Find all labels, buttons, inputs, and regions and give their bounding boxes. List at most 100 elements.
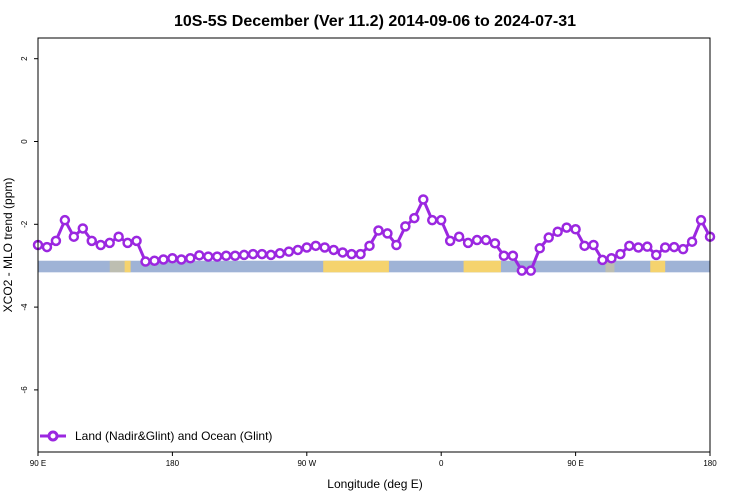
data-point [409, 212, 420, 224]
data-point [642, 241, 653, 252]
data-point [597, 254, 608, 266]
data-point [220, 250, 232, 262]
data-point [104, 237, 115, 249]
legend-entry-label: Land (Nadir&Glint) and Ocean (Glint) [75, 429, 272, 443]
data-point [677, 243, 689, 255]
x-axis-label: Longitude (deg E) [327, 477, 422, 491]
data-point [50, 235, 62, 247]
plot-area [32, 194, 716, 276]
data-point [480, 234, 492, 246]
data-point [382, 228, 393, 239]
data-point [364, 240, 375, 252]
legend-marker-icon [47, 430, 59, 442]
data-point [444, 235, 456, 247]
y-tick-label: -2 [20, 220, 29, 228]
legend: Land (Nadir&Glint) and Ocean (Glint) [40, 429, 272, 443]
data-point [633, 242, 644, 253]
data-point [624, 240, 635, 252]
data-point [185, 252, 196, 264]
data-point [59, 214, 71, 226]
data-point [319, 242, 330, 253]
land-segment [463, 260, 501, 273]
data-point [471, 234, 483, 246]
data-point [274, 248, 286, 259]
data-point [435, 214, 447, 226]
y-tick-label: 0 [20, 139, 29, 144]
data-point [579, 240, 590, 252]
data-point [238, 249, 250, 261]
data-point [489, 238, 501, 249]
data-point [68, 231, 80, 242]
land-segment [109, 260, 125, 273]
x-tick-label: 0 [439, 459, 444, 468]
data-point [588, 239, 599, 251]
data-point [606, 252, 617, 264]
data-point [301, 242, 313, 253]
data-point [229, 250, 241, 262]
y-tick-label: 2 [20, 56, 29, 61]
data-point [650, 249, 662, 261]
data-point [453, 231, 465, 242]
y-axis: 2 0 -2 -4 -6 [20, 56, 38, 394]
data-point [418, 194, 429, 205]
data-point [426, 214, 438, 226]
data-point [122, 237, 133, 249]
data-point [202, 251, 214, 262]
land-segment [323, 260, 389, 273]
land-segment [650, 260, 666, 273]
x-tick-label: 180 [703, 459, 717, 468]
data-point [283, 246, 295, 257]
land-band [109, 260, 666, 273]
plot-frame [37, 37, 711, 453]
data-point [113, 231, 124, 242]
x-tick-label: 90 E [30, 459, 46, 468]
y-tick-label: -4 [20, 303, 29, 311]
data-point [247, 248, 259, 260]
data-point [507, 250, 519, 262]
data-point [310, 240, 322, 252]
data-point [328, 244, 339, 256]
data-point [194, 250, 205, 261]
data-point [95, 239, 106, 251]
x-tick-label: 90 E [567, 459, 583, 468]
data-point [292, 244, 304, 256]
x-tick-label: 180 [166, 459, 180, 468]
data-point [256, 248, 268, 260]
data-point [86, 235, 98, 247]
series-points [32, 194, 716, 276]
land-segment [124, 260, 131, 273]
data-point [462, 237, 474, 249]
data-point [552, 226, 563, 238]
data-point [391, 239, 402, 251]
data-point [373, 225, 384, 236]
data-point [337, 247, 348, 258]
data-point [131, 235, 142, 247]
data-point [211, 251, 223, 262]
data-point [140, 256, 151, 267]
data-point [346, 248, 357, 260]
data-point [176, 254, 187, 265]
data-point [668, 241, 680, 253]
data-point [167, 252, 178, 264]
data-point [158, 254, 169, 265]
data-point [615, 248, 626, 260]
data-point [41, 241, 53, 253]
data-point [570, 224, 581, 235]
data-point [498, 250, 510, 262]
data-point [400, 221, 411, 232]
data-point [355, 248, 366, 260]
land-segment [605, 260, 615, 273]
y-axis-label: XCO2 - MLO trend (ppm) [1, 178, 15, 313]
x-tick-label: 90 W [297, 459, 316, 468]
x-axis: 90 E 180 90 W 0 90 E 180 [30, 452, 717, 468]
data-point [543, 232, 554, 243]
chart-title: 10S-5S December (Ver 11.2) 2014-09-06 to… [174, 13, 576, 30]
data-point [265, 249, 277, 261]
y-tick-label: -6 [20, 386, 29, 394]
data-point [561, 222, 572, 233]
data-point [686, 236, 698, 247]
data-point [77, 223, 89, 234]
data-point [149, 255, 160, 266]
data-point [659, 242, 671, 253]
